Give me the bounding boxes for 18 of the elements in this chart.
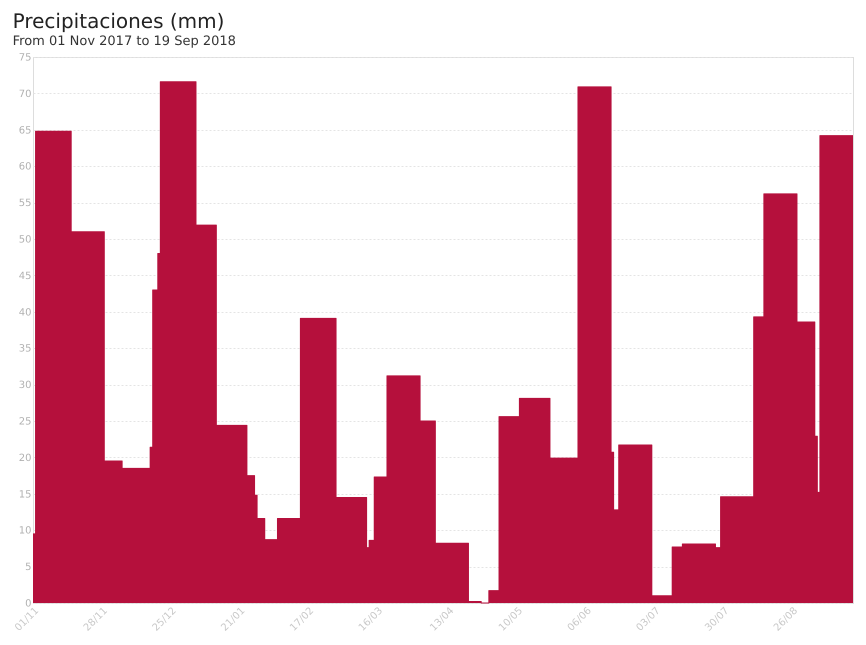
y-tick-label: 20	[18, 452, 32, 464]
y-tick-label: 30	[18, 380, 32, 392]
y-tick-label: 70	[18, 88, 32, 100]
y-tick-label: 40	[18, 307, 32, 318]
y-tick-label: 25	[18, 416, 32, 428]
chart-title: Precipitaciones (mm)	[12, 9, 224, 33]
y-tick-label: 50	[18, 234, 32, 246]
y-tick-label: 35	[18, 344, 32, 355]
y-tick-label: 45	[18, 270, 32, 282]
y-tick-label: 60	[18, 162, 32, 173]
y-tick-label: 15	[18, 489, 32, 500]
y-tick-label: 65	[18, 125, 32, 136]
y-tick-label: 0	[25, 598, 32, 610]
y-tick-label: 75	[18, 52, 32, 64]
chart-subtitle: From 01 Nov 2017 to 19 Sep 2018	[12, 34, 236, 49]
y-tick-label: 10	[18, 526, 32, 537]
y-tick-label: 5	[25, 562, 32, 574]
y-tick-label: 55	[18, 198, 32, 210]
